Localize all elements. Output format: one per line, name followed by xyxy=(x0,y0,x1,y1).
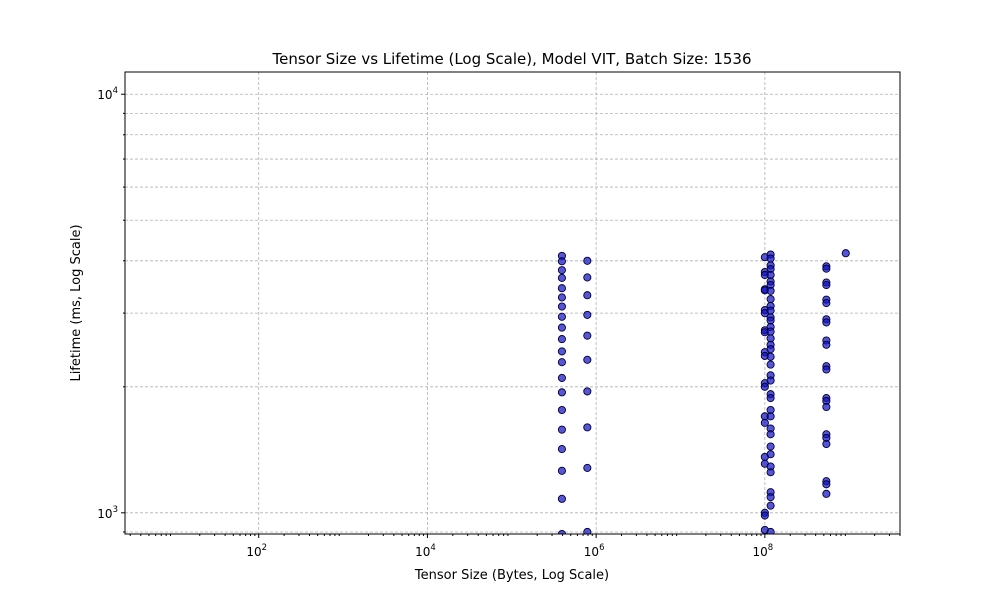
data-points xyxy=(557,249,850,534)
data-point xyxy=(822,489,831,498)
data-point xyxy=(583,527,592,534)
data-point xyxy=(822,299,831,308)
x-tick-label: 108 xyxy=(753,543,774,559)
data-point xyxy=(583,310,592,319)
data-point xyxy=(760,418,769,427)
data-point xyxy=(557,358,566,367)
data-point xyxy=(557,347,566,356)
data-point xyxy=(766,295,775,304)
data-point xyxy=(557,293,566,302)
data-point xyxy=(583,463,592,472)
data-point xyxy=(557,302,566,311)
x-axis-label: Tensor Size (Bytes, Log Scale) xyxy=(414,568,609,583)
data-point xyxy=(557,388,566,397)
data-point xyxy=(557,335,566,344)
data-point xyxy=(822,402,831,412)
data-point xyxy=(557,529,566,534)
data-point xyxy=(583,273,592,282)
data-point xyxy=(822,264,831,273)
data-point xyxy=(766,450,775,459)
data-point xyxy=(557,494,566,503)
data-point xyxy=(766,468,775,477)
data-point xyxy=(557,445,566,454)
data-point xyxy=(557,323,566,332)
data-point xyxy=(766,442,775,451)
data-point xyxy=(766,352,775,361)
y-axis-label: Lifetime (ms, Log Scale) xyxy=(69,224,84,381)
data-point xyxy=(766,306,775,315)
x-tick-label: 102 xyxy=(246,543,267,559)
data-point xyxy=(766,254,775,263)
data-point xyxy=(822,439,831,449)
data-point xyxy=(822,340,831,349)
x-tick-label: 104 xyxy=(415,543,436,559)
data-point xyxy=(766,430,775,439)
data-point xyxy=(766,376,775,385)
data-point xyxy=(557,257,566,266)
data-point xyxy=(760,382,769,391)
data-point xyxy=(822,318,831,327)
data-point xyxy=(766,345,775,354)
data-point xyxy=(766,493,775,502)
data-point xyxy=(766,327,775,336)
data-point xyxy=(557,466,566,475)
data-point xyxy=(760,511,769,520)
data-point xyxy=(583,355,592,364)
data-point xyxy=(766,394,775,403)
data-point xyxy=(583,423,592,432)
chart-title: Tensor Size vs Lifetime (Log Scale), Mod… xyxy=(271,50,751,68)
data-point xyxy=(766,286,775,295)
plot-frame xyxy=(124,71,901,535)
data-point xyxy=(766,360,775,369)
data-point xyxy=(557,425,566,434)
x-tick-label: 106 xyxy=(584,543,605,559)
data-point xyxy=(557,312,566,321)
data-point xyxy=(822,480,831,489)
y-tick-label: 103 xyxy=(97,505,118,521)
ticks: 102 104 106 108 103 104 xyxy=(97,86,901,559)
data-point xyxy=(822,365,831,374)
grid xyxy=(125,72,900,534)
data-point xyxy=(766,412,775,421)
data-point xyxy=(583,387,592,396)
data-point xyxy=(583,291,592,300)
data-point xyxy=(583,256,592,265)
y-tick-label: 104 xyxy=(97,86,118,102)
data-point xyxy=(841,249,850,258)
data-point xyxy=(822,281,831,290)
data-point xyxy=(766,527,775,534)
data-point xyxy=(557,405,566,415)
data-point xyxy=(557,266,566,275)
data-point xyxy=(583,331,592,340)
data-point xyxy=(766,501,775,510)
data-point xyxy=(557,273,566,282)
data-point xyxy=(557,373,566,382)
data-point xyxy=(557,284,566,293)
